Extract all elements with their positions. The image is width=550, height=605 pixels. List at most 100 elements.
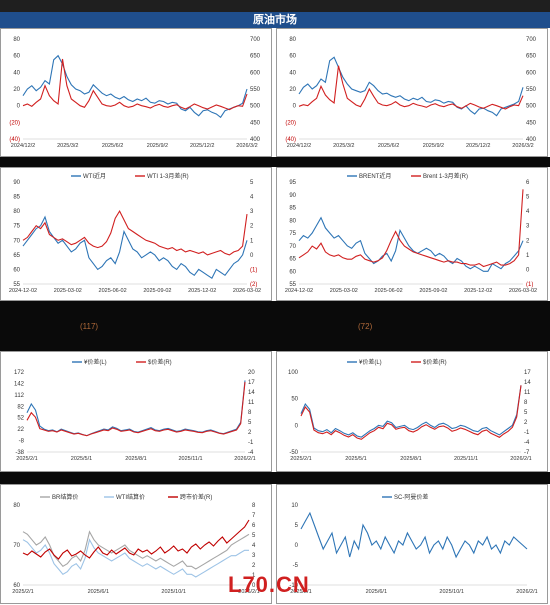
x-tick-label: 2026-03-02: [509, 288, 537, 294]
section-divider: [0, 301, 550, 351]
y2-tick-label: 11: [524, 390, 531, 396]
y-tick-label: 0: [295, 543, 299, 549]
chart-6: 100 50 0 -50 17 14 11 8 5 2 -1 -4 -7 2025/2/1 2025/5/1…: [288, 358, 532, 462]
x-tick-label: 2025/5/1: [71, 456, 92, 462]
series-line: [22, 530, 250, 570]
x-tick-label: 2025-12-02: [464, 288, 492, 294]
y-tick-label: 100: [288, 370, 299, 376]
y2-tick-label: 5: [252, 533, 256, 539]
section-divider: [0, 472, 550, 484]
y2-tick-label: 2: [524, 420, 528, 426]
x-tick-label: 2025/6/2: [378, 143, 399, 149]
x-tick-label: 2024-12-02: [285, 288, 313, 294]
series-line: [300, 511, 528, 559]
y2-tick-label: (2): [250, 282, 257, 288]
y2-tick-label: 2: [526, 238, 530, 244]
y2-tick-label: 5: [524, 410, 528, 416]
y2-tick-label: 450: [526, 120, 537, 126]
x-tick-label: 2025/10/1: [161, 589, 185, 595]
y-tick-label: 80: [13, 37, 20, 43]
series-line: [22, 519, 250, 560]
y-tick-label: 70: [289, 244, 296, 250]
y2-tick-label: 550: [250, 87, 261, 93]
y-tick-label: 65: [13, 253, 20, 259]
y2-tick-label: 500: [250, 104, 261, 110]
y-tick-label: 90: [13, 180, 20, 186]
y2-tick-label: 3: [252, 553, 256, 559]
y2-tick-label: 700: [250, 37, 261, 43]
x-tick-label: 2025/12/2: [190, 143, 214, 149]
y-tick-label: -8: [19, 439, 25, 445]
y2-tick-label: 600: [250, 70, 261, 76]
y2-tick-label: 3: [526, 224, 530, 230]
series-line: [22, 54, 248, 119]
x-tick-label: 2024-12-02: [9, 288, 37, 294]
y2-tick-label: 3: [250, 209, 254, 215]
y2-tick-label: 4: [526, 209, 530, 215]
y-tick-label: 0: [293, 104, 297, 110]
y-tick-label: 80: [13, 209, 20, 215]
legend-label: 跨市价差(R): [180, 493, 212, 501]
y-tick-label: 52: [17, 416, 24, 422]
y-tick-label: 70: [13, 238, 20, 244]
y2-tick-label: 1: [526, 253, 530, 259]
series-line: [22, 215, 248, 280]
y-tick-label: 80: [13, 503, 20, 509]
x-tick-label: 2025/8/1: [125, 456, 146, 462]
series-line: [300, 385, 522, 440]
y-tick-label: 80: [289, 37, 296, 43]
x-tick-label: 2025/5/1: [345, 456, 366, 462]
y2-tick-label: 500: [526, 104, 537, 110]
series-line: [22, 209, 248, 256]
x-tick-label: 2024/12/2: [11, 143, 35, 149]
x-tick-label: 2025-06-02: [99, 288, 127, 294]
y2-tick-label: -4: [524, 440, 530, 446]
x-tick-label: 2026/3/2: [236, 143, 257, 149]
y2-tick-label: -7: [524, 450, 530, 456]
legend-label: WTI结算价: [116, 493, 145, 501]
y2-tick-label: 700: [526, 37, 537, 43]
y2-tick-label: -1: [248, 440, 254, 446]
series-line: [298, 65, 524, 110]
legend-label: ¥价差(L): [359, 358, 382, 366]
section-number: (117): [80, 322, 99, 331]
series-line: [26, 381, 246, 437]
legend-label: WTI 1-3月差(R): [147, 172, 189, 180]
watermark: L70.CN: [228, 572, 310, 597]
y2-tick-label: 5: [248, 420, 252, 426]
y-tick-label: 82: [17, 404, 24, 410]
y-tick-label: 75: [13, 224, 20, 230]
y2-tick-label: 17: [524, 370, 531, 376]
y-tick-label: 5: [295, 523, 299, 529]
y2-tick-label: 0: [252, 583, 256, 589]
chart-panel-3: 90 85 80 75 70 65 60 55 5 4 3 2 1 0 (1) (2) 2024-12-02 20…: [0, 167, 272, 301]
section-divider: [0, 157, 550, 167]
y-tick-label: 60: [13, 267, 20, 273]
y2-tick-label: 6: [526, 180, 530, 186]
legend-label: BRENT近月: [359, 172, 391, 180]
page-title: 原油市场: [0, 12, 550, 28]
series-line: [300, 385, 522, 438]
y2-tick-label: 550: [526, 87, 537, 93]
x-tick-label: 2025/11/1: [454, 456, 478, 462]
y2-tick-label: 2: [252, 563, 256, 569]
y-tick-label: 80: [289, 218, 296, 224]
series-line: [22, 58, 248, 111]
y-tick-label: 55: [13, 282, 20, 288]
chart-7: 80 70 60 8 7 6 5 4 3 2 1 0 2025/2/1 2025/6/1 2025/10/1…: [12, 493, 259, 595]
x-tick-label: 2025-06-02: [375, 288, 403, 294]
y2-tick-label: 4: [250, 195, 254, 201]
x-tick-label: 2025-09-02: [419, 288, 447, 294]
y2-tick-label: 7: [252, 513, 256, 519]
y2-tick-label: 6: [252, 523, 256, 529]
series-line: [26, 380, 246, 437]
x-tick-label: 2025/11/1: [178, 456, 202, 462]
legend-label: BR结算价: [52, 493, 78, 501]
y2-tick-label: 600: [526, 70, 537, 76]
y2-tick-label: 8: [524, 400, 528, 406]
y-tick-label: 75: [289, 231, 296, 237]
x-tick-label: 2026/3/2: [512, 143, 533, 149]
y-tick-label: 40: [13, 70, 20, 76]
y-tick-label: -50: [289, 450, 298, 456]
x-tick-label: 2026/2/1: [510, 456, 531, 462]
